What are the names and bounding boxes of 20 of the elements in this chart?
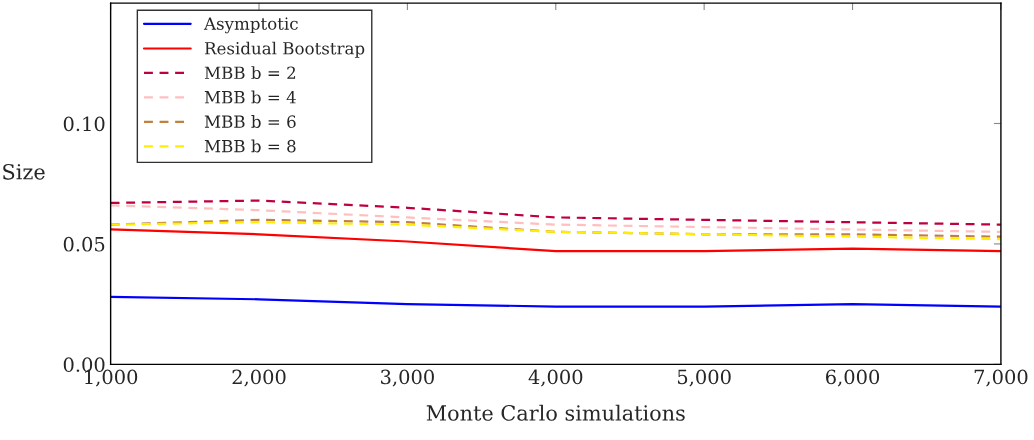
- x-tick-label: 3,000: [381, 369, 434, 387]
- legend-label: MBB b = 6: [204, 115, 296, 128]
- y-tick-label: 0.05: [63, 236, 105, 252]
- x-tick-label: 2,000: [232, 369, 286, 387]
- line-series: [110, 228, 1001, 253]
- x-tick-label: 6,000: [826, 369, 880, 387]
- line-series: [110, 199, 1001, 226]
- line-series: [110, 295, 1001, 308]
- x-tick-label: 4,000: [528, 369, 583, 387]
- y-tick-label: 0.10: [63, 116, 105, 132]
- line-series: [110, 204, 1001, 233]
- x-tick-label: 7,000: [974, 369, 1028, 387]
- legend-label: MBB b = 4: [204, 90, 296, 104]
- legend-label: Asymptotic: [203, 17, 298, 34]
- legend-label: MBB b = 2: [204, 66, 296, 80]
- y-axis-title: Size: [3, 163, 45, 180]
- x-axis-title: Monte Carlo simulations: [426, 404, 685, 421]
- x-tick-label: 5,000: [677, 369, 731, 387]
- legend-label: Residual Bootstrap: [204, 41, 365, 58]
- legend-label: MBB b = 8: [204, 139, 296, 153]
